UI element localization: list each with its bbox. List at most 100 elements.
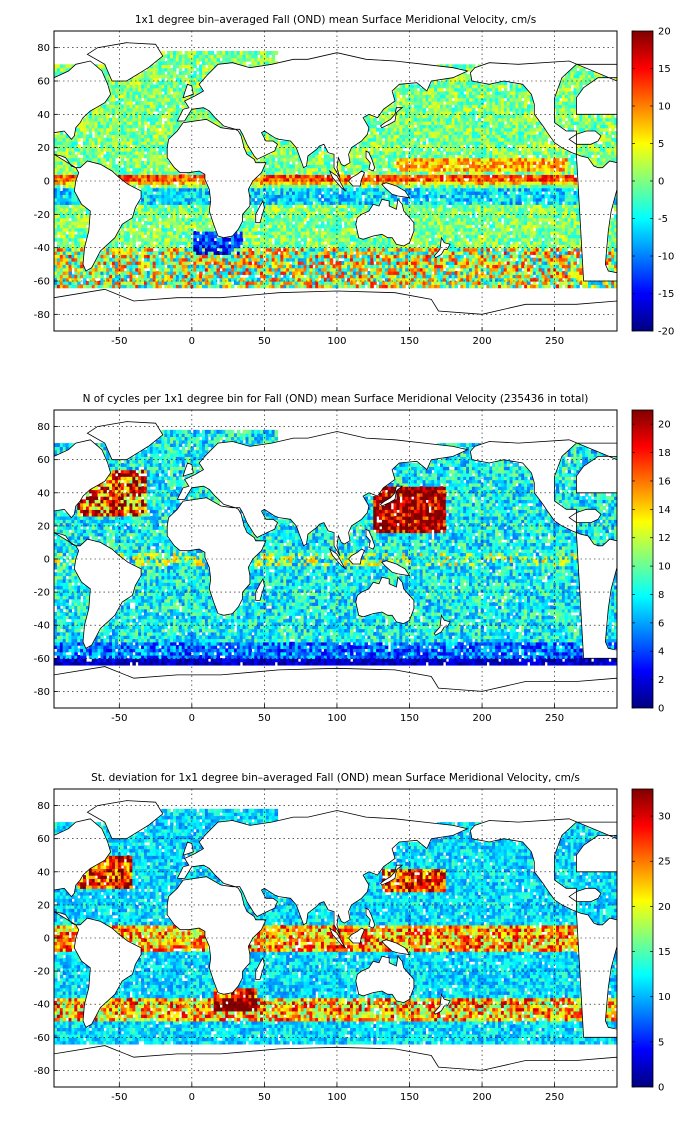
heatmap-cell	[251, 227, 255, 232]
heatmap-cell	[439, 191, 444, 195]
heatmap-cell	[138, 227, 142, 232]
heatmap-cell	[83, 274, 87, 279]
heatmap-cell	[422, 284, 427, 289]
heatmap-cell	[318, 217, 322, 222]
heatmap-cell	[524, 217, 528, 222]
heatmap-cell	[54, 207, 58, 212]
heatmap-cell	[338, 204, 342, 209]
heatmap-cell	[83, 234, 87, 239]
heatmap-cell	[561, 241, 566, 245]
heatmap-cell	[576, 214, 580, 219]
heatmap-cell	[347, 277, 351, 282]
heatmap-cell	[364, 251, 369, 255]
heatmap-cell	[62, 231, 67, 235]
heatmap-cell	[535, 234, 540, 239]
heatmap-cell	[167, 251, 171, 255]
heatmap-cell	[439, 231, 444, 235]
heatmap-cell	[120, 261, 125, 265]
heatmap-cell	[193, 274, 197, 279]
heatmap-cell	[515, 224, 519, 229]
heatmap-cell	[495, 177, 499, 182]
heatmap-cell	[399, 184, 403, 189]
heatmap-cell	[303, 177, 308, 182]
heatmap-cell	[68, 257, 73, 262]
heatmap-cell	[515, 227, 519, 232]
heatmap-cell	[454, 207, 458, 212]
heatmap-cell	[393, 244, 398, 249]
heatmap-cell	[120, 224, 125, 229]
heatmap-cell	[283, 204, 287, 209]
heatmap-cell	[257, 254, 261, 259]
heatmap-cell	[83, 284, 87, 289]
heatmap-cell	[347, 191, 351, 195]
heatmap-cell	[503, 231, 508, 235]
heatmap-cell	[425, 211, 429, 215]
heatmap-cell	[332, 181, 337, 185]
heatmap-cell	[344, 271, 348, 275]
heatmap-cell	[350, 197, 354, 202]
heatmap-cell	[498, 281, 502, 285]
heatmap-cell	[54, 217, 58, 222]
heatmap-cell	[460, 267, 464, 272]
heatmap-cell	[178, 221, 183, 225]
heatmap-cell	[286, 281, 290, 285]
heatmap-cell	[367, 181, 371, 185]
heatmap-cell	[506, 217, 511, 222]
heatmap-cell	[320, 244, 325, 249]
heatmap-cell	[344, 204, 348, 209]
heatmap-cell	[535, 247, 540, 252]
heatmap-cell	[379, 197, 383, 202]
heatmap-cell	[283, 264, 287, 269]
heatmap-cell	[538, 267, 543, 272]
heatmap-cell	[379, 191, 383, 195]
heatmap-cell	[553, 281, 557, 285]
heatmap-cell	[567, 187, 572, 192]
heatmap-cell	[65, 224, 70, 229]
heatmap-cell	[233, 237, 238, 242]
heatmap-cell	[172, 187, 177, 192]
heatmap-cell	[175, 234, 180, 239]
heatmap-cell	[77, 204, 81, 209]
heatmap-cell	[576, 281, 580, 285]
heatmap-cell	[413, 241, 418, 245]
heatmap-cell	[361, 254, 366, 259]
heatmap-cell	[471, 271, 476, 275]
heatmap-cell	[329, 227, 334, 232]
heatmap-cell	[524, 231, 528, 235]
heatmap-cell	[509, 214, 514, 219]
heatmap-cell	[422, 257, 427, 262]
heatmap-cell	[509, 204, 514, 209]
heatmap-cell	[294, 251, 299, 255]
heatmap-cell	[367, 247, 371, 252]
heatmap-cell	[268, 201, 273, 205]
heatmap-cell	[492, 247, 496, 252]
heatmap-cell	[434, 201, 438, 205]
heatmap-cell	[445, 234, 450, 239]
heatmap-cell	[294, 207, 299, 212]
heatmap-cell	[439, 271, 444, 275]
heatmap-cell	[477, 191, 482, 195]
heatmap-cell	[341, 264, 345, 269]
heatmap-cell	[77, 237, 81, 242]
heatmap-cell	[277, 197, 281, 202]
heatmap-cell	[477, 237, 482, 242]
heatmap-cell	[117, 271, 122, 275]
heatmap-cell	[71, 177, 75, 182]
heatmap-cell	[303, 241, 308, 245]
heatmap-cell	[268, 204, 273, 209]
heatmap-cell	[303, 234, 308, 239]
heatmap-cell	[329, 267, 334, 272]
heatmap-cell	[390, 237, 395, 242]
heatmap-cell	[213, 284, 218, 289]
heatmap-cell	[512, 244, 517, 249]
heatmap-cell	[527, 284, 531, 289]
heatmap-cell	[323, 224, 328, 229]
heatmap-cell	[558, 251, 563, 255]
heatmap-cell	[521, 184, 525, 189]
heatmap-cell	[228, 271, 232, 275]
heatmap-cell	[283, 251, 287, 255]
heatmap-cell	[291, 257, 296, 262]
heatmap-cell	[141, 267, 145, 272]
heatmap-cell	[381, 237, 386, 242]
heatmap-cell	[558, 261, 563, 265]
